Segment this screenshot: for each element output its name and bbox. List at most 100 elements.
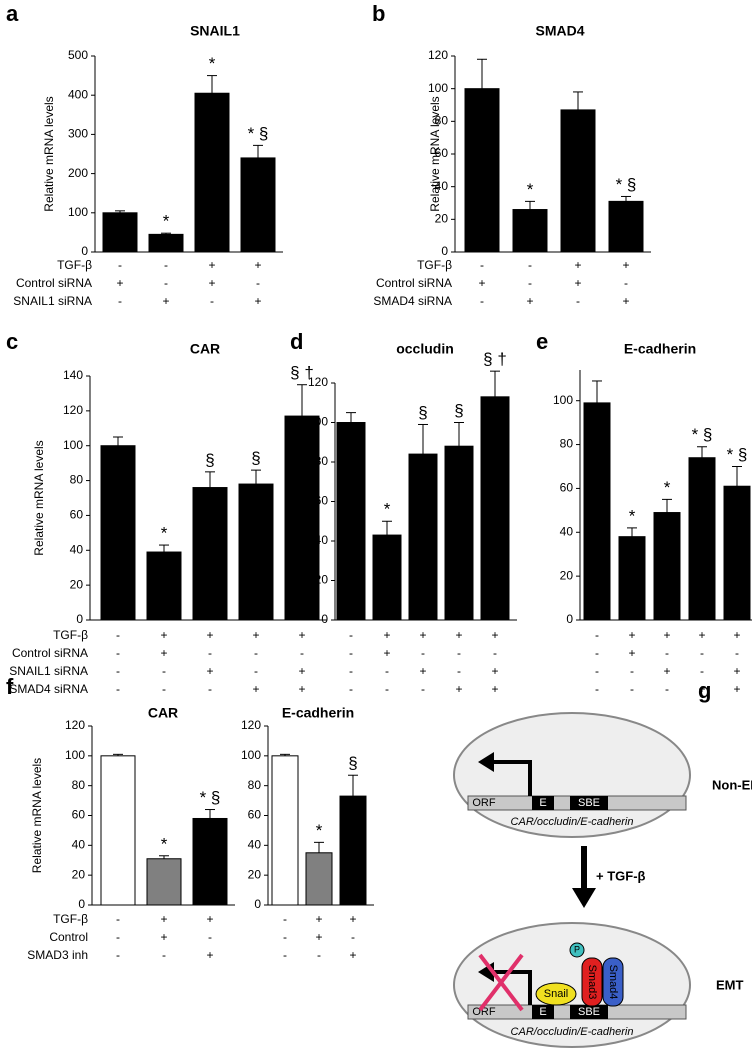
y-tick-label: 20 bbox=[435, 212, 449, 226]
tss-arrow bbox=[492, 970, 532, 1005]
condition-value: - bbox=[116, 930, 120, 944]
panel-letter: d bbox=[290, 329, 303, 354]
smad4 bbox=[602, 957, 624, 1007]
y-tick-label: 0 bbox=[254, 897, 261, 911]
y-tick-label: 120 bbox=[428, 48, 448, 62]
bar bbox=[146, 551, 182, 621]
tss-arrow bbox=[492, 760, 532, 796]
smad3-label: Smad3 bbox=[586, 965, 598, 1000]
condition-value: - bbox=[421, 682, 425, 696]
y-tick-label: 0 bbox=[321, 612, 328, 626]
bar bbox=[339, 795, 367, 906]
arrow-head bbox=[478, 752, 494, 772]
condition-value: - bbox=[630, 664, 634, 678]
y-tick-label: 500 bbox=[68, 48, 88, 62]
sbe-box bbox=[570, 1005, 608, 1019]
bar bbox=[192, 487, 228, 621]
annotation: * § bbox=[727, 445, 748, 464]
arrow-head bbox=[572, 888, 596, 908]
e-label: E bbox=[539, 1006, 546, 1018]
condition-value: + bbox=[733, 682, 740, 696]
condition-value: + bbox=[298, 664, 305, 678]
condition-value: + bbox=[208, 258, 215, 272]
bar bbox=[194, 92, 230, 253]
condition-value: + bbox=[383, 646, 390, 660]
chart-title: E-cadherin bbox=[624, 341, 696, 357]
condition-value: + bbox=[160, 646, 167, 660]
y-tick-label: 80 bbox=[315, 454, 329, 468]
condition-value: + bbox=[298, 682, 305, 696]
y-axis-label: Relative mRNA levels bbox=[42, 96, 56, 211]
condition-value: - bbox=[349, 628, 353, 642]
y-tick-label: 400 bbox=[68, 87, 88, 101]
condition-value: - bbox=[457, 664, 461, 678]
snail bbox=[535, 982, 577, 1006]
y-tick-label: 40 bbox=[70, 542, 84, 556]
y-tick-label: 60 bbox=[435, 146, 449, 160]
y-tick-label: 0 bbox=[76, 612, 83, 626]
y-tick-label: 40 bbox=[315, 533, 329, 547]
condition-value: - bbox=[385, 664, 389, 678]
bar bbox=[653, 512, 681, 621]
bar bbox=[102, 212, 138, 253]
chart-title: E-cadherin bbox=[282, 705, 354, 721]
condition-value: - bbox=[595, 646, 599, 660]
gene-name: CAR/occludin/E-cadherin bbox=[511, 1026, 634, 1038]
condition-value: - bbox=[208, 646, 212, 660]
y-tick-label: 40 bbox=[560, 524, 574, 538]
condition-value: - bbox=[210, 294, 214, 308]
phospho-label: P bbox=[574, 944, 580, 954]
y-axis-label: Relative mRNA levels bbox=[30, 758, 44, 873]
condition-value: - bbox=[300, 646, 304, 660]
condition-value: - bbox=[576, 294, 580, 308]
snail-label: Snail bbox=[544, 988, 568, 1000]
bar bbox=[146, 858, 182, 906]
y-tick-label: 80 bbox=[248, 778, 262, 792]
condition-value: - bbox=[208, 682, 212, 696]
condition-value: + bbox=[252, 628, 259, 642]
condition-value: + bbox=[733, 664, 740, 678]
y-tick-label: 20 bbox=[72, 867, 86, 881]
condition-value: - bbox=[385, 682, 389, 696]
y-tick-label: 60 bbox=[315, 494, 329, 508]
condition-value: - bbox=[283, 948, 287, 962]
annotation: * § bbox=[248, 124, 269, 143]
condition-value: + bbox=[206, 912, 213, 926]
block-cross bbox=[478, 953, 524, 1012]
annotation: * bbox=[629, 506, 636, 525]
sbe-label: SBE bbox=[578, 797, 600, 809]
annotation: * bbox=[664, 478, 671, 497]
condition-value: - bbox=[164, 258, 168, 272]
bar bbox=[512, 209, 548, 253]
bar bbox=[192, 817, 228, 906]
condition-value: - bbox=[118, 258, 122, 272]
condition-value: - bbox=[421, 646, 425, 660]
condition-value: - bbox=[665, 682, 669, 696]
condition-value: - bbox=[164, 276, 168, 290]
condition-value: + bbox=[622, 258, 629, 272]
condition-label: SNAIL1 siRNA bbox=[9, 664, 88, 678]
condition-value: + bbox=[526, 294, 533, 308]
condition-value: + bbox=[491, 682, 498, 696]
condition-value: - bbox=[665, 646, 669, 660]
y-tick-label: 140 bbox=[63, 368, 83, 382]
y-tick-label: 0 bbox=[441, 244, 448, 258]
annotation: § bbox=[251, 449, 260, 468]
condition-value: + bbox=[298, 628, 305, 642]
condition-value: - bbox=[116, 948, 120, 962]
condition-value: - bbox=[256, 276, 260, 290]
diagram: g ORF E SBE CAR/occludin/E-cadherin Non-… bbox=[453, 678, 752, 1048]
bar bbox=[284, 415, 320, 621]
condition-value: - bbox=[208, 930, 212, 944]
condition-value: + bbox=[733, 628, 740, 642]
condition-value: - bbox=[162, 664, 166, 678]
condition-value: + bbox=[455, 628, 462, 642]
y-tick-label: 0 bbox=[78, 897, 85, 911]
bar bbox=[336, 422, 366, 621]
condition-value: + bbox=[491, 664, 498, 678]
condition-value: + bbox=[698, 628, 705, 642]
condition-value: - bbox=[528, 258, 532, 272]
bar bbox=[480, 396, 510, 621]
condition-value: - bbox=[528, 276, 532, 290]
